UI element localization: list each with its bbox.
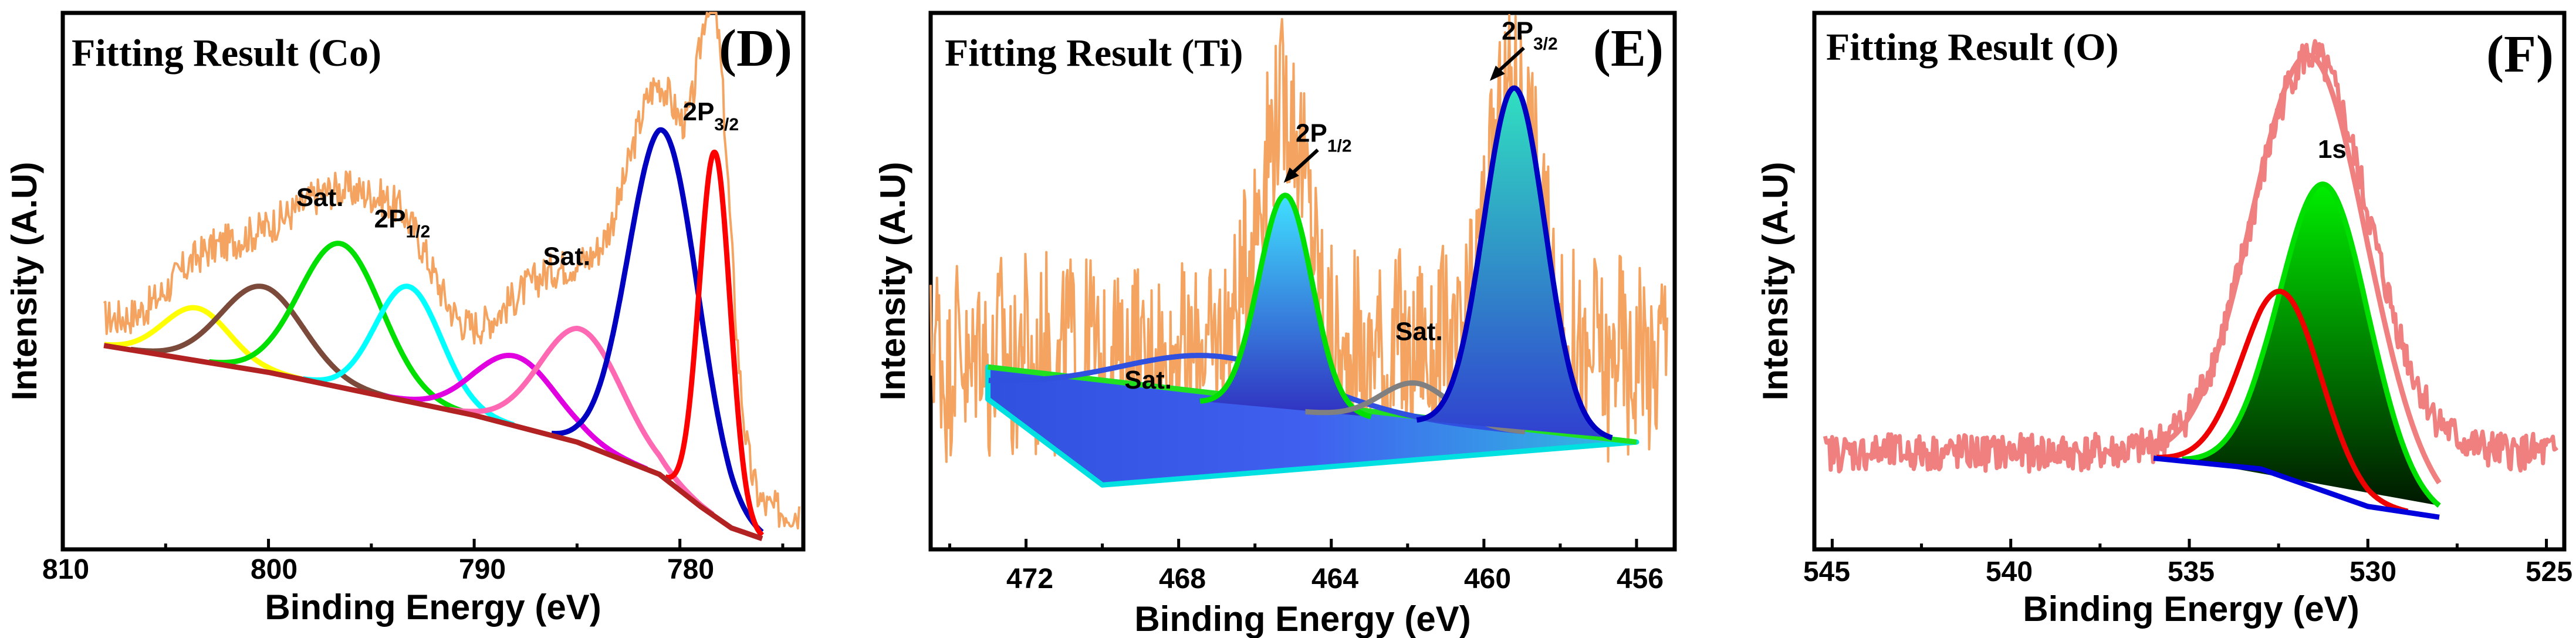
panel-f-tick-label: 525 <box>2526 556 2572 588</box>
panel-f-plot-layer <box>1823 39 2559 549</box>
panel-e-ticks: 472 468 464 460 456 <box>1006 563 1664 595</box>
panel-e-tick-label: 460 <box>1464 563 1511 595</box>
panel-e-annotation-sub: 3/2 <box>1533 34 1558 53</box>
panel-d-peak-0 <box>102 305 304 382</box>
panel-f-baseline <box>2153 455 2440 520</box>
panel-d: Sat. 2P1/2 Sat. 2P3/2 Fitting Result (Co) (… <box>5 11 806 627</box>
panel-f-raw-data <box>1823 39 2559 474</box>
panel-e-letter: (E) <box>1593 19 1664 77</box>
panel-e-arrow <box>1288 148 1319 177</box>
panel-d-tick-label: 800 <box>251 554 298 585</box>
panel-e-peak-1 <box>1198 193 1374 420</box>
panel-d-raw-data <box>103 12 800 530</box>
panel-e-annotation: Sat. <box>1395 318 1443 346</box>
panel-e-tick-label: 468 <box>1159 563 1206 595</box>
panel-f-envelope <box>2152 52 2442 485</box>
panel-d-ticks: 810 800 790 780 <box>42 554 714 585</box>
panel-d-annotation: Sat. <box>296 183 344 212</box>
panel-d-peak-7 <box>663 149 765 538</box>
panel-f-xlabel: Binding Energy (eV) <box>2023 589 2359 629</box>
panel-e-annotation-sub: 1/2 <box>1327 136 1352 156</box>
panel-d-peak-4 <box>381 353 649 472</box>
panel-d-baseline <box>103 343 763 541</box>
panel-d-annotation-sub: 1/2 <box>405 222 430 241</box>
panel-e-frame <box>928 11 1677 552</box>
panel-f-title: Fitting Result (O) <box>1826 26 2119 69</box>
panel-d-title: Fitting Result (Co) <box>72 32 381 75</box>
panel-d-tick-label: 790 <box>459 554 506 585</box>
panel-f-tick-label: 540 <box>1986 556 2033 588</box>
panel-d-peak-6 <box>549 127 765 535</box>
panel-d-peak-5 <box>447 326 715 517</box>
panel-f-tick-label: 535 <box>2168 556 2215 588</box>
panel-d-ylabel: Intensity (A.U) <box>5 162 44 401</box>
panel-f-peak-1 <box>2154 288 2410 514</box>
panel-d-plot-layer <box>61 12 800 549</box>
panel-e-arrow <box>1494 46 1525 75</box>
panel-e-plot-layer <box>929 13 1668 549</box>
panel-e-tick-label: 464 <box>1311 563 1358 595</box>
panel-e-xlabel: Binding Energy (eV) <box>1134 599 1470 638</box>
panel-d-tick-label: 780 <box>667 554 714 585</box>
panel-f-annotation: 1s <box>2318 135 2347 164</box>
panel-d-frame <box>60 11 806 552</box>
panel-f-ticks: 545 540 535 530 525 <box>1803 556 2572 588</box>
panel-e-tick-label: 456 <box>1617 563 1664 595</box>
panel-d-annotation: Sat. <box>543 242 591 271</box>
panel-e-arrowhead <box>1283 167 1299 183</box>
panel-e-title: Fitting Result (Ti) <box>945 32 1243 75</box>
panel-e-tick-label: 472 <box>1006 563 1053 595</box>
panel-d-peak-3 <box>300 283 516 428</box>
panel-d-tick-label: 810 <box>42 554 89 585</box>
panel-f-tick-label: 545 <box>1803 556 1850 588</box>
panel-d-letter: (D) <box>719 19 792 77</box>
panel-f-letter: (F) <box>2486 25 2554 83</box>
panel-f-tick-label: 530 <box>2349 556 2396 588</box>
panel-d-peak-2 <box>207 241 474 417</box>
panel-d-annotation-sub: 3/2 <box>714 114 739 134</box>
panel-d-peak-1 <box>129 283 396 401</box>
panel-d-xlabel: Binding Energy (eV) <box>265 588 601 627</box>
panel-f-annot-layer: 1s <box>2318 135 2347 164</box>
panel-f-ylabel: Intensity (A.U) <box>1756 162 1795 401</box>
panel-f: 1s Fitting Result (O) (F) Intensity (A.U… <box>1756 11 2572 629</box>
panel-e-peak-3 <box>1414 85 1615 441</box>
panel-e-ylabel: Intensity (A.U) <box>873 162 912 401</box>
panel-d-annotation: 2P3/2 <box>682 97 739 134</box>
panel-d-annotation: 2P1/2 <box>374 205 431 242</box>
panel-e-arrowhead <box>1489 65 1505 81</box>
panel-e-annotation: Sat. <box>1124 366 1172 394</box>
panel-f-peak-0 <box>2180 181 2442 508</box>
